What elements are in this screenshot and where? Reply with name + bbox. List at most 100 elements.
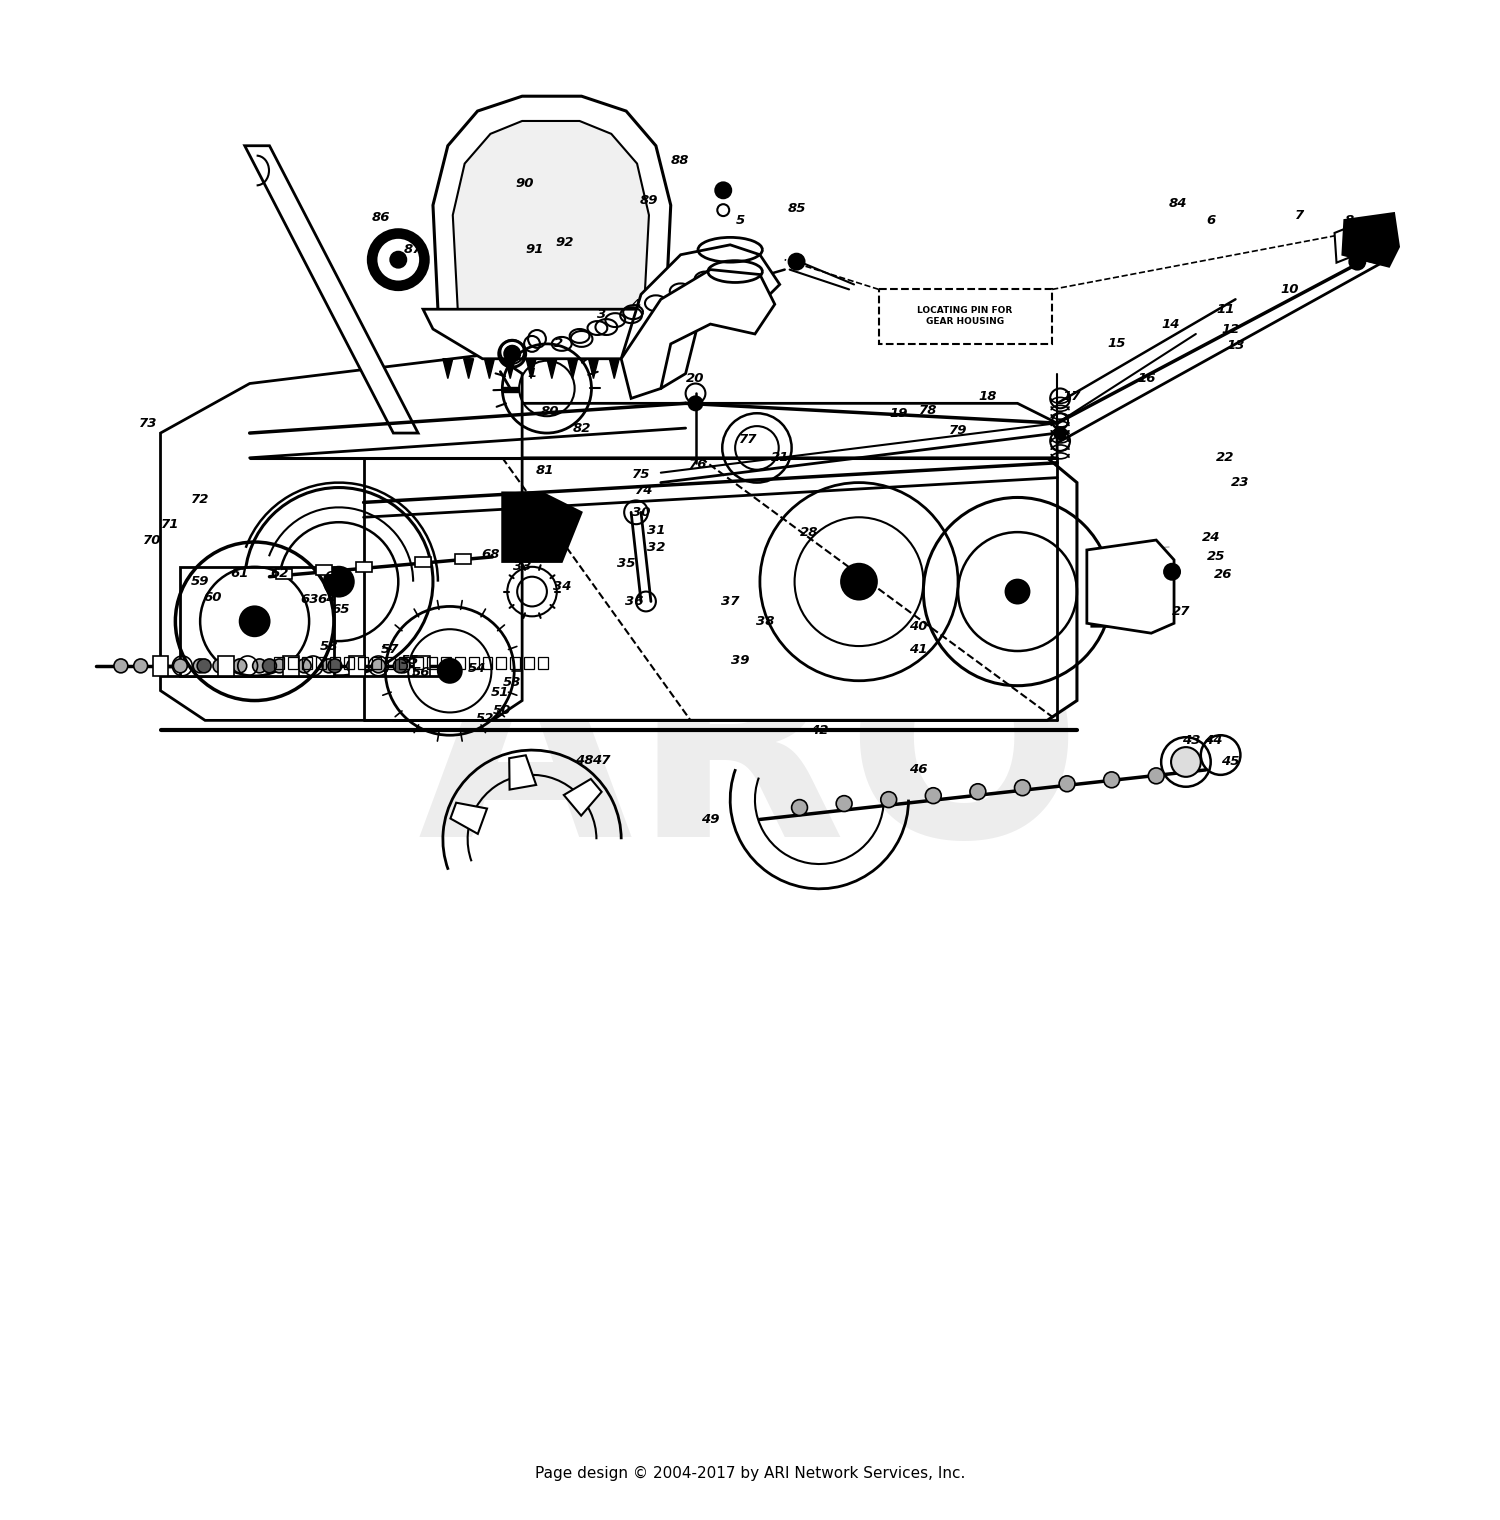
Bar	[344, 657, 354, 669]
Polygon shape	[433, 96, 670, 324]
Text: 61: 61	[231, 567, 249, 581]
Text: 20: 20	[687, 372, 705, 385]
Polygon shape	[1088, 540, 1174, 634]
Circle shape	[134, 660, 147, 673]
Text: 23: 23	[1232, 476, 1250, 489]
Text: 16: 16	[1137, 372, 1155, 385]
Text: 2: 2	[554, 337, 564, 351]
Bar	[348, 657, 364, 676]
Text: 19: 19	[890, 407, 908, 420]
Text: 88: 88	[670, 154, 688, 167]
Text: 53: 53	[503, 676, 522, 689]
Text: 13: 13	[1226, 339, 1245, 353]
Text: 30: 30	[632, 506, 651, 518]
Circle shape	[393, 660, 406, 673]
Text: 11: 11	[1216, 302, 1234, 316]
Circle shape	[506, 347, 519, 360]
Bar	[356, 562, 372, 572]
Circle shape	[213, 660, 226, 673]
Circle shape	[369, 230, 428, 289]
Polygon shape	[564, 778, 602, 816]
Polygon shape	[506, 359, 515, 378]
Bar	[454, 657, 465, 669]
Circle shape	[273, 660, 286, 673]
Polygon shape	[464, 359, 474, 378]
Text: 46: 46	[909, 763, 927, 777]
Text: 81: 81	[536, 464, 554, 477]
Text: 17: 17	[1062, 391, 1082, 403]
Bar	[414, 657, 430, 676]
Polygon shape	[244, 146, 418, 433]
Text: 79: 79	[950, 424, 968, 436]
Circle shape	[926, 787, 940, 804]
Circle shape	[438, 660, 462, 682]
Circle shape	[194, 660, 207, 673]
Circle shape	[1104, 772, 1119, 787]
Text: 1: 1	[528, 368, 537, 380]
Text: 35: 35	[616, 558, 636, 570]
Text: 69: 69	[519, 549, 537, 561]
Text: 47: 47	[592, 754, 610, 766]
Text: 60: 60	[204, 591, 222, 603]
Polygon shape	[567, 359, 578, 378]
Text: 92: 92	[555, 236, 574, 249]
Text: 87: 87	[404, 243, 423, 257]
Text: 51: 51	[490, 686, 510, 699]
Polygon shape	[1342, 213, 1400, 266]
Text: 28: 28	[800, 526, 819, 538]
Polygon shape	[363, 403, 1058, 458]
Bar	[276, 568, 292, 579]
Text: 3: 3	[597, 307, 606, 321]
Circle shape	[1054, 427, 1066, 439]
Polygon shape	[453, 122, 650, 309]
Text: 21: 21	[771, 451, 789, 464]
Text: 15: 15	[1107, 337, 1126, 351]
Polygon shape	[509, 755, 536, 789]
Circle shape	[252, 660, 267, 673]
Text: 62: 62	[270, 567, 288, 581]
Polygon shape	[503, 492, 582, 562]
Bar	[510, 657, 520, 669]
Polygon shape	[423, 309, 672, 359]
Bar	[413, 657, 423, 669]
Text: 54: 54	[468, 663, 488, 675]
Text: 55: 55	[400, 655, 420, 667]
Text: ARO: ARO	[417, 625, 1083, 895]
Circle shape	[390, 252, 406, 268]
Circle shape	[346, 660, 360, 673]
Circle shape	[1005, 579, 1029, 603]
Text: 67: 67	[324, 570, 344, 584]
Text: 70: 70	[144, 534, 162, 547]
Text: 10: 10	[1281, 283, 1299, 296]
Text: 71: 71	[160, 518, 180, 530]
Text: 74: 74	[634, 483, 652, 497]
Text: 89: 89	[639, 193, 658, 207]
Text: 76: 76	[688, 458, 708, 471]
Circle shape	[324, 567, 354, 596]
Text: 26: 26	[1215, 568, 1233, 581]
Text: 34: 34	[552, 581, 572, 593]
Polygon shape	[548, 359, 556, 378]
Text: 77: 77	[740, 433, 758, 447]
Polygon shape	[442, 359, 453, 378]
Text: 22: 22	[1216, 451, 1234, 464]
Bar	[288, 657, 298, 669]
Text: 44: 44	[1204, 734, 1222, 746]
Polygon shape	[526, 359, 536, 378]
Text: 82: 82	[573, 421, 591, 435]
Polygon shape	[621, 245, 780, 389]
Text: 84: 84	[1168, 196, 1186, 210]
Circle shape	[328, 660, 342, 673]
Circle shape	[716, 182, 730, 198]
Polygon shape	[1335, 225, 1356, 263]
Text: 85: 85	[788, 202, 806, 214]
Bar	[441, 657, 452, 669]
Text: 42: 42	[810, 724, 828, 737]
Bar	[483, 657, 492, 669]
Circle shape	[396, 660, 410, 673]
Text: 36: 36	[626, 594, 644, 608]
Polygon shape	[630, 359, 640, 378]
Bar	[330, 657, 340, 669]
Bar	[879, 289, 1052, 344]
Circle shape	[880, 792, 897, 807]
